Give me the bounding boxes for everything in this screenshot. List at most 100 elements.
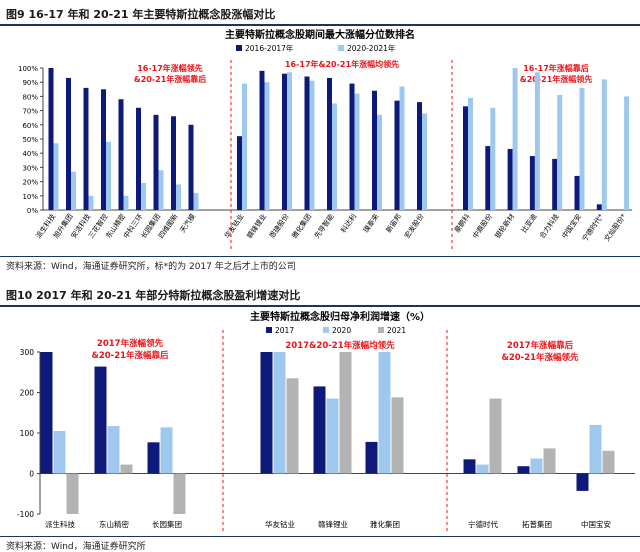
x-tick-label: 雅化集团 (290, 212, 313, 240)
bar-2020 (160, 427, 173, 474)
y-tick-label: 0% (27, 207, 38, 215)
x-tick-label: 拓普集团 (522, 519, 552, 529)
bar-2021 (391, 397, 404, 474)
legend-swatch (323, 327, 329, 333)
group-annotation: 2017年涨幅靠后 (507, 340, 574, 351)
x-tick-label: 宁德时代* (580, 212, 606, 243)
bar-2017 (517, 466, 530, 474)
bar-2020-2021 (264, 82, 270, 210)
legend-label: 2020 (332, 326, 351, 335)
bar-2020-2021 (512, 68, 518, 210)
bar-2020-2021 (106, 141, 111, 210)
bar-2021 (120, 464, 133, 474)
x-tick-label: 华友钴业 (222, 212, 245, 240)
bar-2020-2021 (490, 107, 496, 210)
bar-2016-2017 (394, 100, 400, 210)
bar-2021 (66, 473, 79, 514)
legend-swatch (338, 45, 344, 51)
group-annotation: &20-21年涨幅靠后 (91, 350, 169, 361)
figure-10-bottom-rule (0, 536, 640, 537)
x-tick-label: 赣锋锂业 (245, 212, 268, 240)
bar-2020-2021 (287, 72, 292, 210)
bar-2017 (576, 473, 589, 491)
bar-2016-2017 (83, 87, 89, 210)
bar-2017 (463, 459, 476, 474)
x-tick-label: 天汽模 (178, 212, 197, 234)
figure-9-top-rule (0, 24, 640, 26)
bar-2016-2017 (48, 68, 54, 210)
bar-2016-2017 (372, 90, 377, 210)
bar-2016-2017 (153, 114, 159, 210)
y-tick-label: 200 (20, 389, 35, 398)
x-tick-label: 新宙邦 (384, 212, 403, 234)
figure-10-top-rule (0, 305, 640, 307)
bar-2020-2021 (332, 103, 337, 210)
legend-swatch (266, 327, 272, 333)
x-tick-label: 合力科技 (537, 212, 560, 240)
bar-2020-2021 (534, 72, 540, 210)
y-tick-label: 20% (22, 179, 38, 187)
bar-2021 (489, 398, 502, 474)
bar-2020-2021 (354, 93, 360, 210)
x-tick-label: 恩捷股份 (267, 212, 290, 240)
x-tick-label: 先导智能 (312, 212, 335, 240)
x-tick-label: 赣锋锂业 (318, 519, 348, 529)
y-tick-label: 100 (20, 429, 35, 438)
bar-2016-2017 (552, 158, 558, 210)
y-tick-label: 60% (22, 122, 38, 130)
bar-2016-2017 (304, 76, 310, 210)
bar-2016-2017 (188, 124, 194, 210)
bar-2020 (326, 398, 339, 474)
bar-2020 (476, 464, 489, 474)
bar-2021 (339, 352, 352, 474)
bar-2016-2017 (529, 156, 535, 210)
figure-9-chart: 主要特斯拉概念股期间最大涨幅分位数排名 2016-2017年 2020-2021年 0… (18, 28, 632, 252)
bar-2016-2017 (327, 77, 332, 210)
group-annotation: &20-21年涨幅领先 (501, 352, 579, 363)
y-tick-label: 50% (22, 136, 38, 144)
bar-2020-2021 (53, 143, 59, 210)
legend-label: 2016-2017年 (245, 43, 294, 53)
group-annotation: 16-17年涨幅领先 (137, 63, 203, 73)
group-annotation: &20-21年涨幅领先 (520, 74, 593, 84)
x-tick-label: 银轮新材 (493, 212, 516, 240)
y-tick-label: 300 (20, 348, 35, 357)
bar-2016-2017 (574, 175, 580, 210)
y-tick-label: 0 (29, 470, 34, 479)
bar-2017 (365, 441, 378, 474)
bar-2016-2017 (596, 204, 602, 210)
x-tick-label: 中国宝安 (581, 519, 611, 529)
x-tick-label: 派生科技 (45, 519, 75, 529)
x-tick-label: 中鼎股份 (471, 212, 494, 240)
bar-2016-2017 (237, 136, 242, 210)
bar-2021 (602, 450, 615, 474)
bar-2020-2021 (468, 97, 473, 210)
bar-2020-2021 (158, 170, 164, 210)
x-tick-label: 璞泰来 (361, 212, 380, 234)
x-tick-label: 华友钴业 (265, 519, 295, 529)
bar-2020-2021 (309, 80, 315, 210)
bar-2020-2021 (123, 195, 129, 210)
bar-2016-2017 (463, 106, 468, 210)
bar-2020-2021 (176, 184, 181, 210)
x-tick-label: 豪鹏科 (452, 212, 471, 234)
x-tick-label: 长园集团 (152, 519, 182, 529)
figure-10-source-note: 资料来源：Wind，海通证券研究所 (6, 542, 146, 552)
bar-2020-2021 (88, 195, 94, 210)
bar-2021 (543, 448, 556, 474)
y-tick-label: 90% (22, 79, 38, 87)
x-tick-label: 雅化集团 (370, 519, 400, 529)
x-tick-label: 比亚迪 (519, 212, 538, 234)
y-tick-label: 100% (18, 65, 38, 73)
bar-2016-2017 (259, 70, 265, 210)
bar-2017 (313, 386, 326, 474)
x-tick-label: 东山精密 (99, 519, 129, 529)
x-tick-label: 中国宝安 (560, 212, 583, 240)
group-annotation: 16-17年涨幅靠后 (523, 63, 589, 73)
bar-2016-2017 (282, 73, 287, 211)
x-tick-label: 科达利 (339, 212, 358, 234)
legend-label: 2017 (275, 326, 294, 335)
bar-2016-2017 (417, 102, 422, 210)
legend-label: 2020-2021年 (347, 43, 396, 53)
bar-2016-2017 (101, 89, 106, 210)
